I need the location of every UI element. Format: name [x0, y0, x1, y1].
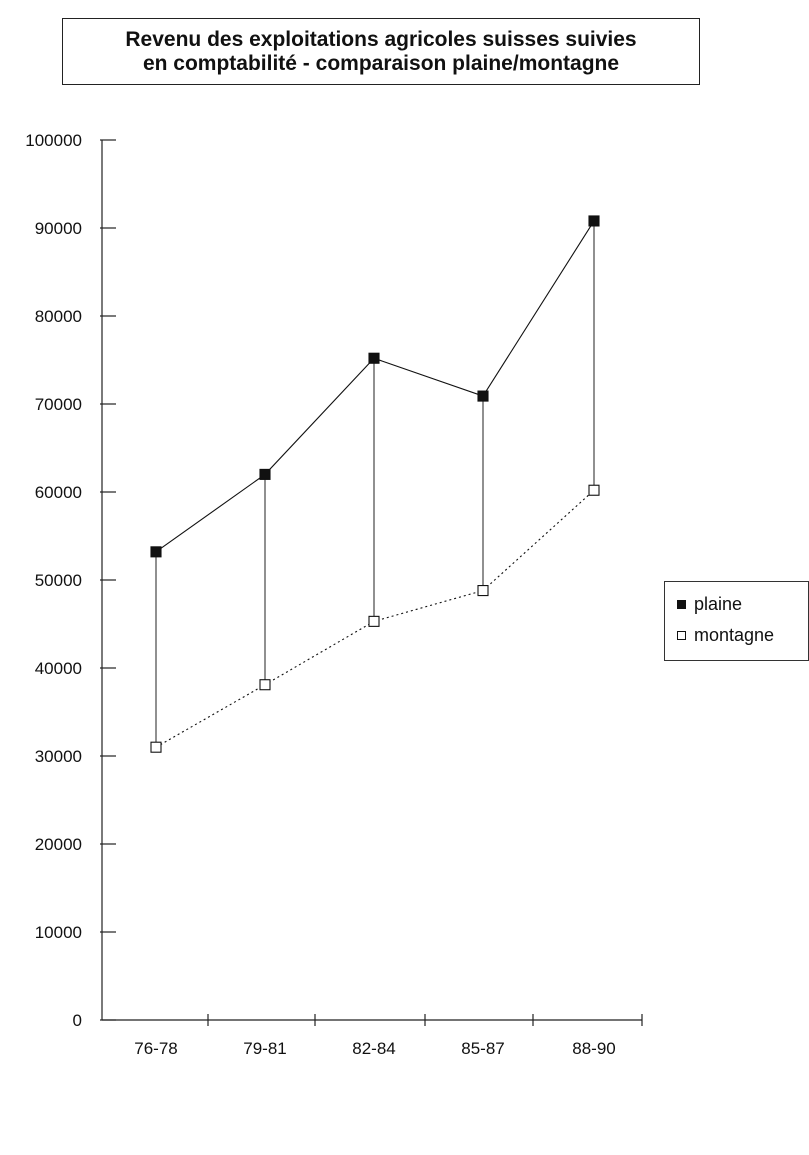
y-tick-label: 90000 — [35, 219, 82, 238]
chart-title: Revenu des exploitations agricoles suiss… — [62, 18, 700, 85]
y-tick-label: 10000 — [35, 923, 82, 942]
legend-label-plaine: plaine — [694, 594, 743, 614]
chart-title-line-1: Revenu des exploitations agricoles suiss… — [125, 27, 637, 51]
chart-title-line-2: en comptabilité - comparaison plaine/mon… — [142, 51, 620, 75]
x-tick-label: 76-78 — [134, 1039, 177, 1058]
data-markers — [150, 215, 600, 753]
marker-plaine — [259, 468, 271, 480]
marker-plaine — [588, 215, 600, 227]
series-lines — [155, 220, 595, 748]
filled-square-icon — [677, 600, 686, 609]
x-tick-label: 88-90 — [572, 1039, 615, 1058]
open-square-icon — [677, 631, 686, 640]
y-tick-label: 30000 — [35, 747, 82, 766]
marker-plaine — [477, 390, 489, 402]
y-tick-label: 40000 — [35, 659, 82, 678]
y-tick-label: 0 — [73, 1011, 82, 1030]
y-tick-label: 20000 — [35, 835, 82, 854]
y-tick-label: 100000 — [25, 131, 82, 150]
marker-montagne — [150, 741, 162, 753]
x-tick-label: 82-84 — [352, 1039, 395, 1058]
marker-montagne — [368, 615, 380, 627]
chart-axes: 0 10000 20000 30000 40000 50000 60000 70000 8000… — [25, 131, 643, 1058]
marker-plaine — [150, 546, 162, 558]
y-tick-label: 70000 — [35, 395, 82, 414]
marker-montagne — [588, 484, 600, 496]
legend: plaine montagne — [664, 581, 809, 661]
marker-plaine — [368, 352, 380, 364]
y-tick-label: 60000 — [35, 483, 82, 502]
marker-montagne — [477, 585, 489, 597]
legend-label-montagne: montagne — [694, 625, 775, 645]
y-tick-label: 50000 — [35, 571, 82, 590]
series-line-plaine — [155, 220, 595, 553]
legend-item-montagne: montagne — [677, 625, 774, 646]
marker-montagne — [259, 679, 271, 691]
drop-lines — [155, 220, 595, 748]
y-tick-label: 80000 — [35, 307, 82, 326]
x-tick-label: 85-87 — [461, 1039, 504, 1058]
x-tick-label: 79-81 — [243, 1039, 286, 1058]
legend-item-plaine: plaine — [677, 594, 742, 615]
